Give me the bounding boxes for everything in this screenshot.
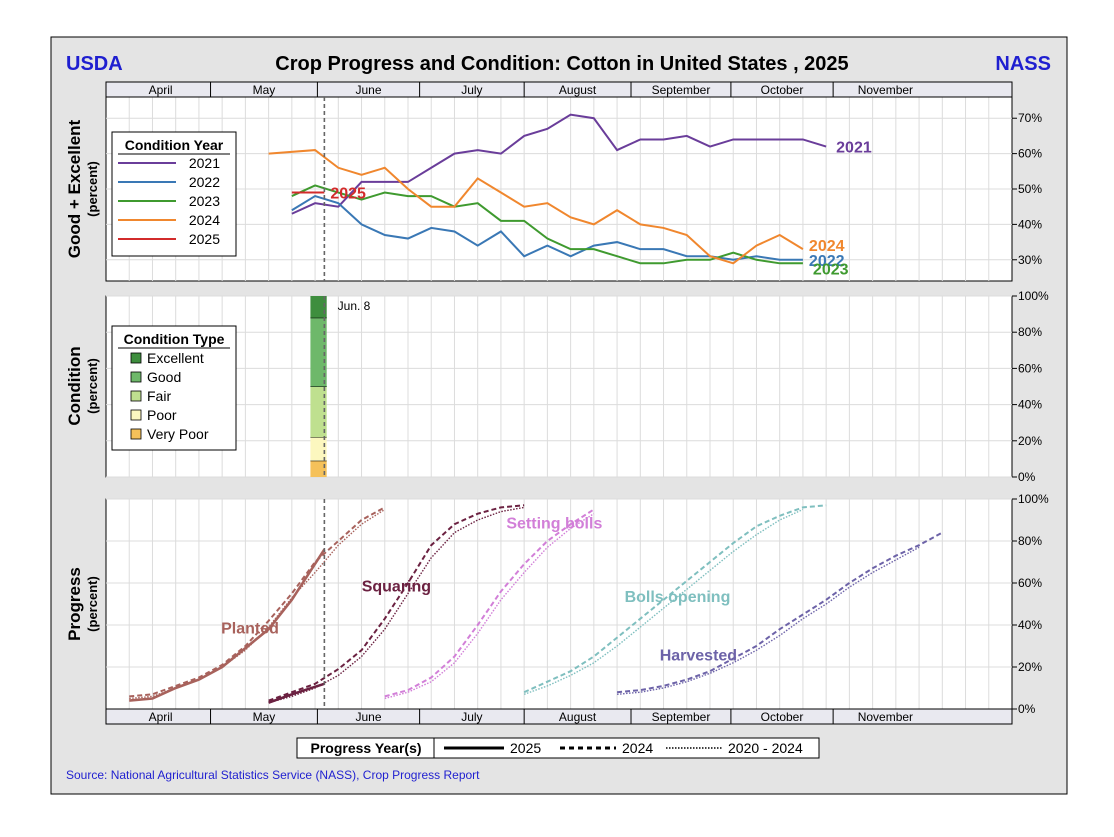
panel2-ylabel: Condition: [65, 346, 84, 425]
month-label-november: November: [858, 710, 913, 724]
legend-label-avg: 2020 - 2024: [728, 740, 803, 756]
month-label-may: May: [253, 710, 276, 724]
legend-label-2024: 2024: [622, 740, 653, 756]
condition-year-legend: Condition Year 2021 2022 2023 2024 2025: [112, 132, 236, 256]
progress-year-legend-title: Progress Year(s): [310, 740, 421, 756]
ytick-label: 80%: [1018, 534, 1042, 548]
stage-label-planted: Planted: [221, 620, 279, 637]
legend-swatch-very-poor: [131, 429, 141, 439]
month-label-october: October: [761, 83, 804, 97]
ytick-label: 60%: [1018, 361, 1042, 375]
month-label-july: July: [461, 710, 482, 724]
panel1-ylabel: Good + Excellent: [65, 119, 84, 258]
month-label-may: May: [253, 83, 276, 97]
ytick-label: 50%: [1018, 182, 1042, 196]
month-label-june: June: [355, 710, 381, 724]
legend-label-2022: 2022: [189, 174, 220, 190]
series-label-2021: 2021: [836, 140, 872, 157]
panel3-ysublabel: (percent): [85, 576, 100, 632]
month-label-june: June: [355, 83, 381, 97]
series-label-2025: 2025: [330, 186, 366, 203]
ytick-label: 0%: [1018, 470, 1036, 484]
source-note: Source: National Agricultural Statistics…: [66, 768, 480, 782]
panel2-plot-area: [106, 296, 1012, 477]
condition-type-legend: Condition Type Excellent Good Fair Poor Very…: [112, 326, 236, 450]
month-label-september: September: [652, 83, 711, 97]
stage-label-bolls-opening: Bolls opening: [625, 589, 731, 606]
legend-label-2025: 2025: [189, 231, 220, 247]
month-label-november: November: [858, 83, 913, 97]
ytick-label: 40%: [1018, 217, 1042, 231]
ytick-label: 100%: [1018, 492, 1049, 506]
ytick-label: 20%: [1018, 660, 1042, 674]
legend-label-poor: Poor: [147, 407, 177, 423]
legend-label-very-poor: Very Poor: [147, 426, 209, 442]
good-excellent-panel: April May June July August September October No…: [65, 82, 1042, 281]
month-label-august: August: [559, 83, 597, 97]
series-label-2024: 2024: [809, 238, 845, 255]
ytick-label: 60%: [1018, 576, 1042, 590]
legend-label-2023: 2023: [189, 193, 220, 209]
ytick-label: 0%: [1018, 702, 1036, 716]
month-label-august: August: [559, 710, 597, 724]
stage-label-harvested: Harvested: [660, 648, 737, 665]
legend-label-2021: 2021: [189, 155, 220, 171]
progress-panel: April May June July August September October No…: [65, 492, 1049, 724]
month-label-october: October: [761, 710, 804, 724]
stage-label-squaring: Squaring: [362, 578, 431, 595]
legend-label-fair: Fair: [147, 388, 171, 404]
ytick-label: 30%: [1018, 253, 1042, 267]
legend-swatch-good: [131, 372, 141, 382]
panel3-ylabel: Progress: [65, 567, 84, 641]
condition-type-legend-title: Condition Type: [124, 331, 225, 347]
legend-swatch-excellent: [131, 353, 141, 363]
chart-title: Crop Progress and Condition: Cotton in U…: [275, 53, 848, 75]
legend-label-excellent: Excellent: [147, 350, 204, 366]
legend-swatch-fair: [131, 391, 141, 401]
month-label-april: April: [149, 83, 173, 97]
legend-swatch-poor: [131, 410, 141, 420]
ytick-label: 40%: [1018, 618, 1042, 632]
stage-label-setting-bolls: Setting bolls: [506, 515, 602, 532]
condition-stack: [310, 296, 326, 477]
condition-year-legend-title: Condition Year: [125, 137, 224, 153]
condition-date-label: Jun. 8: [338, 299, 371, 313]
ytick-label: 40%: [1018, 398, 1042, 412]
month-label-september: September: [652, 710, 711, 724]
nass-label: NASS: [995, 53, 1051, 75]
ytick-label: 60%: [1018, 147, 1042, 161]
usda-label: USDA: [66, 53, 123, 75]
progress-year-legend: Progress Year(s) 2025 2024 2020 - 2024: [297, 738, 819, 758]
series-label-2023: 2023: [813, 261, 849, 278]
month-label-july: July: [461, 83, 482, 97]
legend-label-2025: 2025: [510, 740, 541, 756]
panel2-ysublabel: (percent): [85, 358, 100, 414]
ytick-label: 100%: [1018, 289, 1049, 303]
legend-label-2024: 2024: [189, 212, 220, 228]
month-label-april: April: [149, 710, 173, 724]
ytick-label: 20%: [1018, 434, 1042, 448]
panel1-ysublabel: (percent): [85, 161, 100, 217]
legend-label-good: Good: [147, 369, 181, 385]
ytick-label: 70%: [1018, 111, 1042, 125]
ytick-label: 80%: [1018, 325, 1042, 339]
condition-panel: 0% 20% 40% 60% 80% 100% Condition (percent) J…: [65, 289, 1049, 484]
